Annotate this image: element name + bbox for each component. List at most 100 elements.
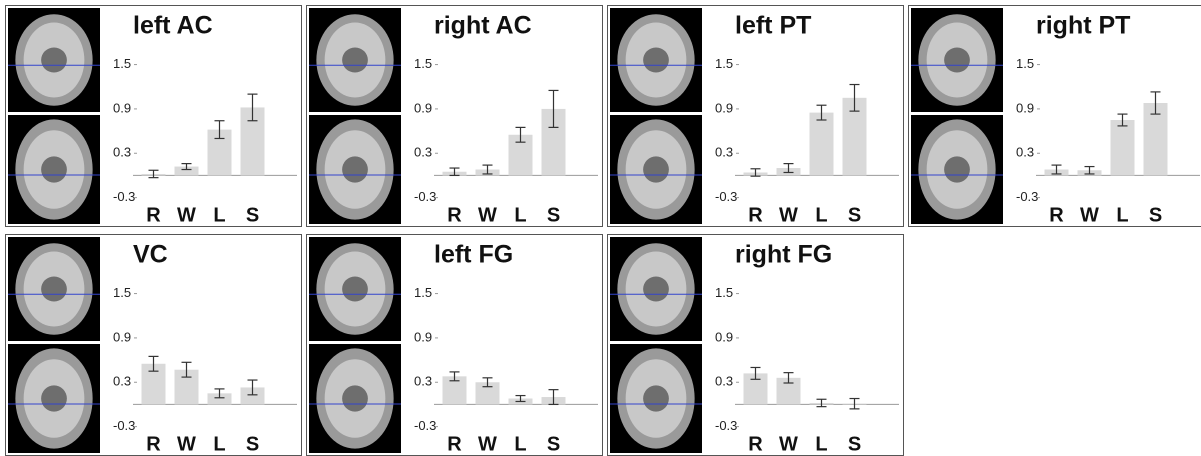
error-bar xyxy=(1084,165,1095,175)
y-tick-label: 0.3 xyxy=(113,374,131,389)
x-tick-label: R xyxy=(146,204,161,226)
error-bar xyxy=(515,126,526,143)
y-tick-label: 0.3 xyxy=(715,145,733,160)
y-tick-label: 1.5 xyxy=(113,56,131,71)
x-tick-label: W xyxy=(177,433,196,455)
x-tick-label: W xyxy=(478,204,497,226)
y-tick-label: 0.9 xyxy=(414,329,432,344)
y-tick-label: 0.3 xyxy=(715,374,733,389)
brain-core xyxy=(643,156,669,183)
x-tick-label: S xyxy=(848,204,861,226)
y-tick-label: 0.9 xyxy=(113,329,131,344)
y-tick-label: 0.3 xyxy=(1016,145,1034,160)
error-bar xyxy=(181,361,192,378)
y-tick-label: 1.5 xyxy=(715,56,733,71)
x-tick-label: R xyxy=(1049,204,1064,226)
error-bar xyxy=(515,394,526,403)
chart-title: left AC xyxy=(133,12,213,40)
y-tick-label: 0.9 xyxy=(715,100,733,115)
y-tick-label: 0.9 xyxy=(414,100,432,115)
x-tick-label: S xyxy=(246,433,259,455)
y-tick-label: -0.3 xyxy=(113,189,135,204)
chart-title: right FG xyxy=(735,241,832,269)
y-tick-label: 1.5 xyxy=(414,56,432,71)
error-bar xyxy=(449,167,460,177)
error-bar xyxy=(247,379,258,396)
error-bar xyxy=(214,388,225,399)
y-tick-label: -0.3 xyxy=(414,189,436,204)
brain-core xyxy=(342,47,368,73)
brain-core xyxy=(41,276,67,302)
x-tick-label: L xyxy=(213,433,225,455)
brain-core xyxy=(643,385,669,412)
y-tick-label: 0.9 xyxy=(1016,100,1034,115)
x-tick-label: S xyxy=(547,204,560,226)
chart-title: left FG xyxy=(434,241,513,269)
chart-title: right PT xyxy=(1036,12,1130,40)
x-tick-label: L xyxy=(514,204,526,226)
x-tick-label: S xyxy=(547,433,560,455)
x-tick-label: W xyxy=(177,204,196,226)
y-tick-label: 1.5 xyxy=(113,285,131,300)
bar xyxy=(207,393,232,405)
bar xyxy=(240,387,265,405)
brain-core xyxy=(342,156,368,183)
y-tick-label: 1.5 xyxy=(414,285,432,300)
x-tick-label: S xyxy=(1149,204,1162,226)
brain-core xyxy=(643,276,669,302)
bar xyxy=(174,166,199,176)
x-tick-label: L xyxy=(815,204,827,226)
brain-core xyxy=(342,276,368,302)
y-tick-label: 0.9 xyxy=(113,100,131,115)
error-bar xyxy=(548,89,559,128)
brain-core xyxy=(342,385,368,412)
x-tick-label: L xyxy=(213,204,225,226)
brain-core xyxy=(41,47,67,73)
x-tick-label: S xyxy=(246,204,259,226)
error-bar xyxy=(449,371,460,382)
x-tick-label: R xyxy=(748,433,763,455)
error-bar xyxy=(783,372,794,384)
y-tick-label: 0.3 xyxy=(414,374,432,389)
x-tick-label: R xyxy=(447,204,462,226)
error-bar xyxy=(750,366,761,380)
brain-core xyxy=(944,47,970,73)
brain-core xyxy=(41,385,67,412)
x-tick-label: W xyxy=(1080,204,1099,226)
bar xyxy=(1143,103,1168,176)
error-bar xyxy=(1150,91,1161,115)
x-tick-label: R xyxy=(748,204,763,226)
error-bar xyxy=(548,389,559,406)
error-bar xyxy=(482,377,493,388)
error-bar xyxy=(1051,164,1062,175)
x-tick-label: W xyxy=(779,204,798,226)
y-tick-label: -0.3 xyxy=(113,418,135,433)
error-bar xyxy=(849,397,860,410)
error-bar xyxy=(482,164,493,175)
y-tick-label: 0.9 xyxy=(715,329,733,344)
x-tick-label: W xyxy=(478,433,497,455)
x-tick-label: L xyxy=(815,433,827,455)
x-tick-label: R xyxy=(447,433,462,455)
error-bar xyxy=(849,83,860,112)
error-bar xyxy=(816,104,827,121)
brain-core xyxy=(944,156,970,183)
y-tick-label: -0.3 xyxy=(414,418,436,433)
panel: 1.5 0.9 0.3 -0.3 R W L S VC xyxy=(5,234,302,456)
bar xyxy=(809,112,834,176)
y-tick-label: -0.3 xyxy=(715,189,737,204)
y-tick-label: 0.3 xyxy=(113,145,131,160)
brain-core xyxy=(41,156,67,183)
x-tick-label: L xyxy=(514,433,526,455)
chart-title: right AC xyxy=(434,12,532,40)
error-bar xyxy=(214,120,225,140)
error-bar xyxy=(750,168,761,177)
y-tick-label: 1.5 xyxy=(1016,56,1034,71)
bar xyxy=(475,382,500,405)
y-tick-label: -0.3 xyxy=(1016,189,1038,204)
